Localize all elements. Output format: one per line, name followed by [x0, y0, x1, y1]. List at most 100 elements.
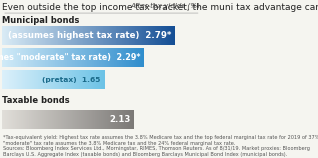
Bar: [36, 110, 37, 129]
Text: (assumes highest tax rate)  2.79*: (assumes highest tax rate) 2.79*: [8, 31, 172, 40]
Bar: [62, 26, 63, 45]
Bar: [65, 70, 66, 89]
Bar: [32, 70, 33, 89]
Bar: [15, 48, 16, 67]
Bar: [8, 26, 9, 45]
Bar: [42, 26, 43, 45]
Bar: [36, 48, 37, 67]
Bar: [11, 110, 12, 129]
Bar: [162, 26, 163, 45]
Bar: [28, 48, 29, 67]
Bar: [14, 48, 15, 67]
Bar: [63, 70, 64, 89]
Bar: [2, 26, 3, 45]
Bar: [167, 26, 168, 45]
Bar: [48, 70, 49, 89]
Bar: [34, 110, 35, 129]
Bar: [12, 70, 13, 89]
Bar: [111, 26, 112, 45]
Bar: [70, 70, 71, 89]
Bar: [106, 110, 107, 129]
Bar: [149, 26, 150, 45]
Bar: [14, 70, 15, 89]
Bar: [121, 110, 122, 129]
Bar: [71, 48, 72, 67]
Bar: [119, 26, 120, 45]
Bar: [64, 48, 65, 67]
Bar: [24, 110, 25, 129]
Bar: [83, 26, 84, 45]
Bar: [9, 48, 10, 67]
Bar: [122, 48, 123, 67]
Bar: [60, 70, 61, 89]
Bar: [136, 26, 137, 45]
Bar: [86, 48, 87, 67]
Bar: [67, 26, 68, 45]
Bar: [12, 48, 13, 67]
Bar: [65, 26, 66, 45]
Bar: [11, 70, 12, 89]
Bar: [51, 26, 52, 45]
Bar: [131, 26, 132, 45]
Bar: [92, 48, 93, 67]
Bar: [10, 26, 11, 45]
Bar: [73, 110, 74, 129]
Bar: [160, 26, 161, 45]
Bar: [124, 48, 125, 67]
Bar: [121, 48, 122, 67]
Bar: [62, 70, 63, 89]
Bar: [71, 26, 72, 45]
Bar: [38, 26, 39, 45]
Bar: [7, 70, 8, 89]
Bar: [97, 70, 98, 89]
Bar: [125, 110, 126, 129]
Bar: [23, 70, 24, 89]
Bar: [85, 48, 86, 67]
Bar: [65, 48, 66, 67]
Bar: [42, 70, 43, 89]
Bar: [40, 26, 41, 45]
Bar: [108, 26, 109, 45]
Bar: [89, 70, 90, 89]
Bar: [25, 70, 26, 89]
Bar: [15, 26, 16, 45]
Bar: [64, 110, 65, 129]
Bar: [22, 26, 23, 45]
Bar: [80, 110, 81, 129]
Bar: [108, 48, 109, 67]
Bar: [7, 26, 8, 45]
Bar: [99, 110, 100, 129]
Bar: [13, 70, 14, 89]
Bar: [13, 26, 14, 45]
Bar: [34, 26, 35, 45]
Bar: [16, 110, 17, 129]
Bar: [29, 110, 30, 129]
Bar: [61, 26, 62, 45]
Bar: [23, 110, 24, 129]
Bar: [25, 48, 26, 67]
Bar: [46, 110, 47, 129]
Bar: [17, 110, 18, 129]
Bar: [31, 110, 32, 129]
Bar: [85, 110, 86, 129]
Bar: [76, 110, 77, 129]
Bar: [105, 26, 106, 45]
Bar: [69, 48, 70, 67]
Bar: [99, 26, 100, 45]
Bar: [113, 26, 114, 45]
Bar: [54, 26, 55, 45]
Bar: [161, 26, 162, 45]
Bar: [146, 26, 147, 45]
Bar: [122, 26, 123, 45]
Bar: [45, 48, 46, 67]
Bar: [83, 48, 84, 67]
Bar: [159, 26, 160, 45]
Bar: [4, 48, 5, 67]
Bar: [94, 26, 95, 45]
Bar: [96, 110, 97, 129]
Bar: [69, 110, 70, 129]
Bar: [48, 26, 49, 45]
Bar: [49, 48, 50, 67]
Bar: [84, 110, 85, 129]
Bar: [61, 110, 62, 129]
